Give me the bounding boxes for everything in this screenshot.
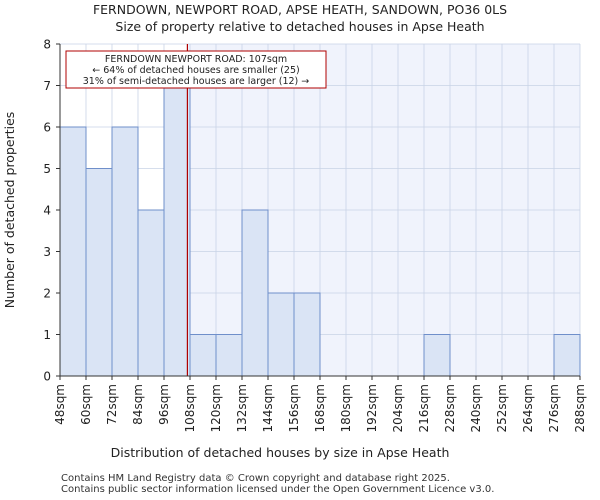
x-tick-labels: 48sqm 60sqm 72sqm 84sqm 96sqm 108sqm 120sqm 132… — [53, 376, 587, 432]
y-tick-label: 7 — [43, 79, 51, 93]
y-tick-label: 4 — [43, 204, 51, 218]
x-tick-label: 168sqm — [313, 384, 327, 432]
footer-line-2: Contains public sector information licen… — [61, 484, 495, 495]
x-tick-label: 108sqm — [183, 384, 197, 432]
x-axis-label: Distribution of detached houses by size … — [111, 445, 450, 460]
page-subtitle: Size of property relative to detached ho… — [115, 19, 485, 34]
x-tick-label: 216sqm — [417, 384, 431, 432]
bar-72sqm — [111, 126, 139, 377]
bar-84sqm — [137, 209, 165, 377]
x-tick-label: 48sqm — [53, 384, 67, 425]
y-tick-label: 8 — [43, 38, 51, 52]
y-tick-label: 6 — [43, 121, 51, 135]
bar-132sqm — [241, 209, 269, 377]
bar-108sqm — [189, 334, 217, 377]
y-tick-label: 2 — [43, 287, 51, 301]
bars — [59, 85, 581, 377]
x-tick-label: 240sqm — [469, 384, 483, 432]
x-tick-label: 72sqm — [105, 384, 119, 425]
annotation-box: FERNDOWN NEWPORT ROAD: 107sqm ← 64% of d… — [65, 50, 327, 89]
x-tick-label: 264sqm — [521, 384, 535, 432]
annotation-line-2: ← 64% of detached houses are smaller (25… — [92, 65, 299, 76]
x-tick-label: 228sqm — [443, 384, 457, 432]
bar-276sqm — [553, 334, 581, 377]
bar-216sqm — [423, 334, 451, 377]
y-tick-label: 3 — [43, 245, 51, 259]
x-tick-label: 144sqm — [261, 384, 275, 432]
x-tick-label: 288sqm — [573, 384, 587, 432]
bar-96sqm — [163, 85, 191, 377]
x-tick-label: 204sqm — [391, 384, 405, 432]
x-tick-label: 156sqm — [287, 384, 301, 432]
bar-60sqm — [85, 168, 113, 377]
footer-line-1: Contains HM Land Registry data © Crown c… — [61, 473, 450, 484]
x-tick-label: 192sqm — [365, 384, 379, 432]
x-tick-label: 60sqm — [79, 384, 93, 425]
bar-120sqm — [215, 334, 243, 377]
x-tick-label: 96sqm — [157, 384, 171, 425]
annotation-line-1: FERNDOWN NEWPORT ROAD: 107sqm — [105, 54, 287, 65]
y-tick-label: 1 — [43, 328, 51, 342]
y-tick-label: 0 — [43, 370, 51, 384]
x-tick-label: 252sqm — [495, 384, 509, 432]
bar-144sqm — [267, 292, 295, 377]
bar-156sqm — [293, 292, 321, 377]
x-tick-label: 132sqm — [235, 384, 249, 432]
page-title: FERNDOWN, NEWPORT ROAD, APSE HEATH, SAND… — [92, 2, 508, 17]
x-tick-label: 180sqm — [339, 384, 353, 432]
bar-48sqm — [59, 126, 87, 377]
y-tick-labels: 0 1 2 3 4 5 6 7 8 — [43, 38, 60, 384]
y-axis-label: Number of detached properties — [2, 112, 17, 309]
annotation-border — [65, 50, 327, 89]
annotation-line-3: 31% of semi-detached houses are larger (… — [83, 76, 310, 87]
x-tick-label: 276sqm — [547, 384, 561, 432]
y-tick-label: 5 — [43, 162, 51, 176]
x-tick-label: 84sqm — [131, 384, 145, 425]
x-tick-label: 120sqm — [209, 384, 223, 432]
